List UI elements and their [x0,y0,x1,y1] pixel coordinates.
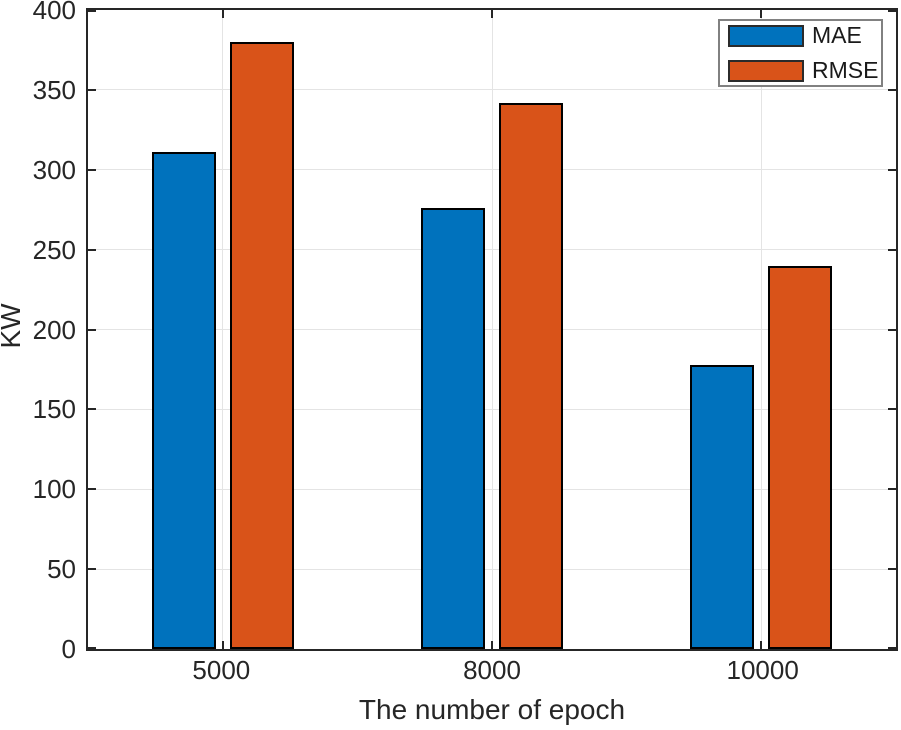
y-tick-left-250 [88,248,96,251]
y-tick-label-250: 250 [32,234,76,265]
y-tick-left-300 [88,168,96,171]
x-tick-top-10000 [760,10,763,18]
legend: MAE RMSE [718,19,883,87]
legend-label-mae: MAE [812,22,862,48]
y-tick-right-50 [888,568,896,571]
bar-rmse-10000 [768,266,833,649]
legend-swatch-mae [728,24,804,47]
y-tick-right-400 [888,10,896,12]
y-tick-right-0 [888,647,896,649]
x-tick-bottom-10000 [760,641,763,649]
bar-rmse-5000 [229,42,294,649]
y-tick-right-350 [888,88,896,91]
legend-entry-rmse: RMSE [728,57,881,84]
y-tick-left-400 [88,10,96,12]
bar-mae-5000 [151,152,216,649]
x-tick-label-5000: 5000 [192,655,251,685]
legend-swatch-rmse [728,59,804,82]
y-tick-left-350 [88,88,96,91]
y-tick-label-350: 350 [32,74,76,105]
x-tick-top-5000 [221,10,224,18]
y-tick-label-300: 300 [32,154,76,185]
y-tick-right-100 [888,488,896,491]
x-tick-label-8000: 8000 [463,655,521,685]
legend-label-rmse: RMSE [812,57,879,83]
x-tick-bottom-8000 [491,641,493,649]
y-tick-left-0 [88,647,96,649]
legend-entry-mae: MAE [728,22,881,49]
plot-area: MAE RMSE [86,8,898,651]
y-tick-left-100 [88,488,96,491]
x-tick-label-10000: 10000 [726,655,799,685]
y-tick-left-200 [88,328,96,331]
gridline-x-5000 [222,10,224,649]
x-tick-bottom-5000 [221,641,224,649]
y-tick-label-150: 150 [32,394,76,425]
y-tick-label-0: 0 [61,634,76,664]
bar-mae-8000 [421,208,485,649]
y-tick-right-250 [888,248,896,251]
y-tick-left-50 [88,568,96,571]
y-tick-labels: 0 50 100 150 200 250 300 350 400 [0,0,76,664]
y-tick-label-100: 100 [32,474,76,505]
gridline-x-10000 [760,10,762,649]
bar-mae-10000 [690,365,755,649]
x-tick-top-8000 [491,10,493,18]
gridline-x-8000 [491,10,493,649]
y-tick-label-400: 400 [32,0,76,25]
x-axis-label: The number of epoch [358,694,626,725]
bar-rmse-8000 [499,103,563,649]
y-tick-right-150 [888,408,896,411]
y-tick-right-200 [888,328,896,331]
x-tick-labels: 5000 8000 10000 [86,655,898,687]
y-tick-left-150 [88,408,96,411]
y-tick-label-50: 50 [47,554,76,585]
y-tick-label-200: 200 [32,314,76,345]
y-tick-right-300 [888,168,896,171]
